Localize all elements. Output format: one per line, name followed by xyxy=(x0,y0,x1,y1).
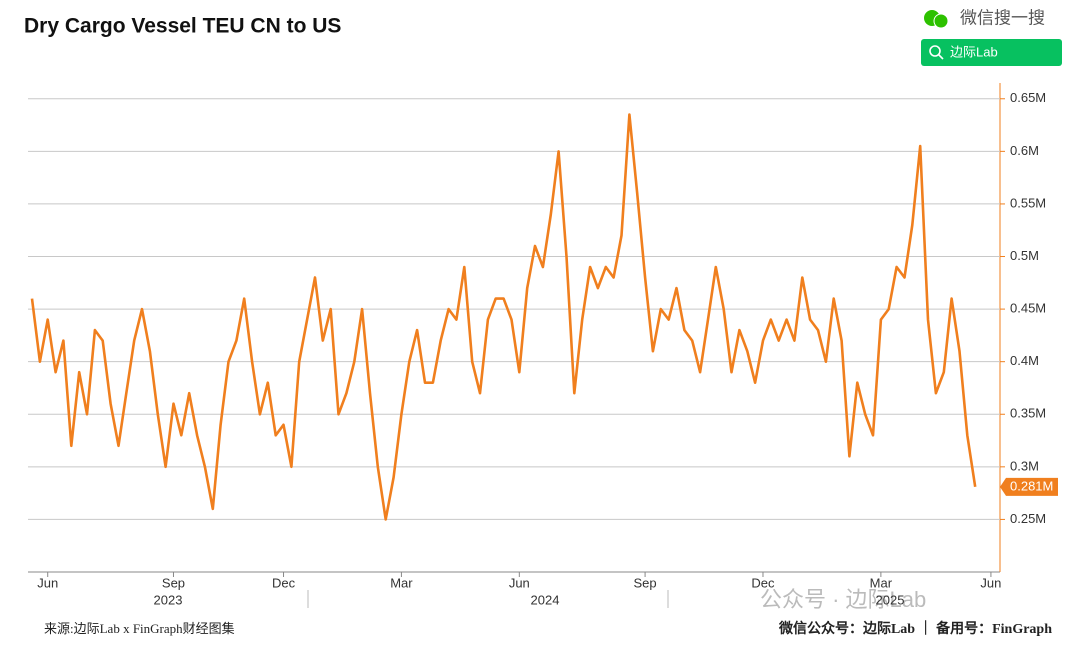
year-label: 2025 xyxy=(876,592,905,607)
x-tick-label: Dec xyxy=(272,575,296,590)
chart-title: Dry Cargo Vessel TEU CN to US xyxy=(24,15,341,38)
last-value-label: 0.281M xyxy=(1010,478,1053,493)
x-tick-label: Jun xyxy=(980,575,1001,590)
search-icon xyxy=(929,45,941,57)
x-tick-label: Sep xyxy=(162,575,185,590)
year-label: 2024 xyxy=(531,592,560,607)
search-title: 微信搜一搜 xyxy=(960,8,1045,27)
x-tick-label: Jun xyxy=(37,575,58,590)
source: 来源:边际Lab x FinGraph财经图集 xyxy=(44,621,235,636)
search-button[interactable] xyxy=(921,39,1062,66)
x-tick-label: Mar xyxy=(390,575,413,590)
y-tick-label: 0.3M xyxy=(1010,458,1039,473)
x-tick-label: Jun xyxy=(509,575,530,590)
x-tick-label: Mar xyxy=(870,575,893,590)
y-tick-label: 0.55M xyxy=(1010,195,1046,210)
x-tick-label: Dec xyxy=(751,575,775,590)
year-label: 2023 xyxy=(154,592,183,607)
y-tick-label: 0.25M xyxy=(1010,511,1046,526)
y-tick-label: 0.4M xyxy=(1010,353,1039,368)
last-value-tag xyxy=(1000,477,1058,496)
y-tick-label: 0.6M xyxy=(1010,143,1039,158)
y-tick-label: 0.65M xyxy=(1010,90,1046,105)
contact: 微信公众号：边际Lab ｜ 备用号：FinGraph xyxy=(778,620,1052,637)
y-tick-label: 0.45M xyxy=(1010,301,1046,316)
x-tick-label: Sep xyxy=(634,575,657,590)
wechat-icon xyxy=(933,13,949,29)
watermark: 公众号 · 边际Lab xyxy=(760,587,926,612)
search-icon xyxy=(938,54,944,60)
search-button-label[interactable]: 边际Lab xyxy=(950,44,998,59)
y-tick-label: 0.5M xyxy=(1010,248,1039,263)
series-line xyxy=(30,113,977,521)
y-tick-label: 0.35M xyxy=(1010,406,1046,421)
